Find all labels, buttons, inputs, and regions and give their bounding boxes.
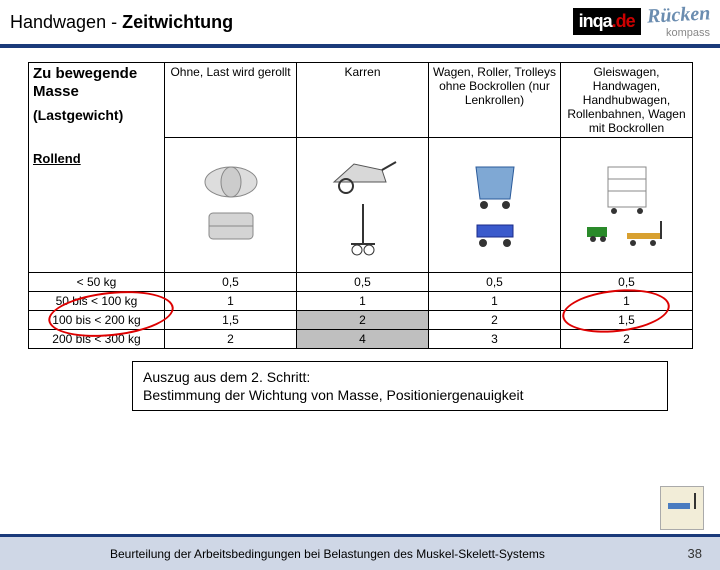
col-head-3: Wagen, Roller, Trolleys ohne Bockrollen … — [429, 63, 561, 138]
rucken-logo: Rücken kompass — [647, 4, 710, 39]
title-pre: Handwagen - — [10, 12, 122, 32]
de-logo: .de — [612, 11, 635, 31]
footer-icon — [660, 486, 704, 530]
handtruck-icon — [341, 202, 385, 258]
pallettruck-icon — [625, 219, 669, 247]
slide-footer: Beurteilung der Arbeitsbedingungen bei B… — [0, 534, 720, 570]
bin-cart-icon — [468, 161, 522, 215]
rollend-label: Rollend — [33, 151, 160, 166]
table-row: 50 bis < 100 kg 1 1 1 1 — [29, 292, 693, 311]
cage-cart-icon — [602, 163, 652, 215]
caption-box: Auszug aus dem 2. Schritt: Bestimmung de… — [132, 361, 668, 411]
caption-line-2: Bestimmung der Wichtung von Masse, Posit… — [143, 386, 657, 404]
image-roll — [169, 140, 292, 270]
weight-table: Zu bewegende Masse (Lastgewicht) Rollend… — [28, 62, 693, 349]
image-wagen — [433, 140, 556, 270]
page-title: Handwagen - Zeitwichtung — [10, 12, 233, 33]
dolly-icon — [471, 219, 519, 249]
table-row: < 50 kg 0,5 0,5 0,5 0,5 — [29, 273, 693, 292]
mass-title: Zu bewegende Masse — [33, 65, 160, 101]
tugger-icon — [585, 219, 621, 243]
inqa-logo: inqa.de — [573, 8, 641, 35]
content-area: Zu bewegende Masse (Lastgewicht) Rollend… — [0, 48, 720, 411]
wheelbarrow-icon — [324, 152, 402, 198]
col-head-4: Gleiswagen, Handwagen, Handhubwagen, Rol… — [561, 63, 693, 138]
footer-text: Beurteilung der Arbeitsbedingungen bei B… — [110, 547, 545, 561]
header-logos: inqa.de Rücken kompass — [573, 4, 710, 39]
page-number: 38 — [688, 546, 702, 561]
image-gleiswagen — [565, 140, 688, 270]
barrel-icon — [201, 163, 261, 201]
table-row: 100 bis < 200 kg 1,5 2 2 1,5 — [29, 311, 693, 330]
cylinder-icon — [201, 205, 261, 247]
lastgewicht-label: (Lastgewicht) — [33, 107, 160, 123]
caption-line-1: Auszug aus dem 2. Schritt: — [143, 368, 657, 386]
pallet-jack-icon — [668, 497, 696, 519]
col-head-1: Ohne, Last wird gerollt — [165, 63, 297, 138]
table-row: 200 bis < 300 kg 2 4 3 2 — [29, 330, 693, 349]
slide-header: Handwagen - Zeitwichtung inqa.de Rücken … — [0, 0, 720, 48]
image-karren — [301, 140, 424, 270]
col-head-2: Karren — [297, 63, 429, 138]
title-bold: Zeitwichtung — [122, 12, 233, 32]
table-header-row: Zu bewegende Masse (Lastgewicht) Rollend… — [29, 63, 693, 138]
